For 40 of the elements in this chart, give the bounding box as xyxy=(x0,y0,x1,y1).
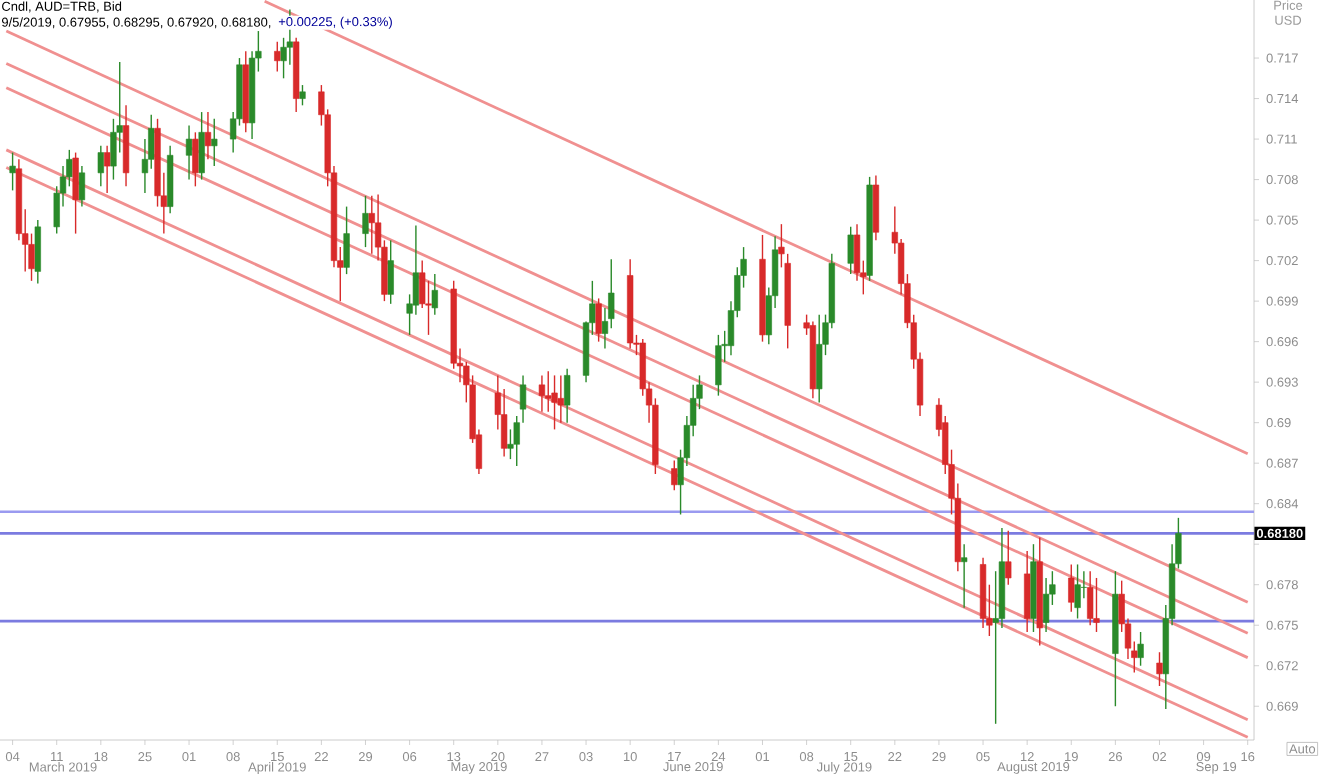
candlestick xyxy=(103,145,111,194)
candlestick xyxy=(816,313,823,404)
candlestick xyxy=(122,104,130,188)
candlestick xyxy=(1093,577,1100,633)
candlestick xyxy=(961,543,968,609)
candlestick xyxy=(72,151,79,235)
candlestick xyxy=(34,219,41,285)
candlestick xyxy=(1005,529,1012,586)
candlestick xyxy=(1074,563,1081,620)
candlestick xyxy=(551,374,558,431)
candlestick xyxy=(192,131,199,188)
candlestick xyxy=(299,84,306,107)
candlestick xyxy=(368,195,375,255)
candlestick xyxy=(538,374,546,413)
candlestick xyxy=(671,459,678,491)
candlestick xyxy=(211,118,218,167)
candlestick xyxy=(847,226,854,275)
candlestick xyxy=(1137,631,1144,667)
candlestick xyxy=(185,124,193,181)
candlestick xyxy=(78,165,86,208)
candlestick xyxy=(274,41,281,73)
candlestick xyxy=(564,367,571,424)
candlestick xyxy=(872,174,880,242)
candlestick xyxy=(343,205,350,275)
candlestick xyxy=(9,151,16,192)
candlestick xyxy=(431,273,438,316)
candlestick xyxy=(204,111,212,161)
candlestick xyxy=(715,334,722,397)
candlestick xyxy=(387,239,394,305)
candlestick xyxy=(97,145,104,188)
candlestick xyxy=(1042,577,1050,633)
candlestick xyxy=(362,195,369,248)
candlestick xyxy=(1156,651,1163,687)
candlestick xyxy=(557,374,564,424)
candlestick xyxy=(198,111,205,181)
candlestick xyxy=(1024,550,1031,633)
candlestick xyxy=(595,297,602,343)
candlestick xyxy=(545,370,552,413)
candlestick xyxy=(1068,563,1075,613)
candlestick xyxy=(1087,570,1094,626)
